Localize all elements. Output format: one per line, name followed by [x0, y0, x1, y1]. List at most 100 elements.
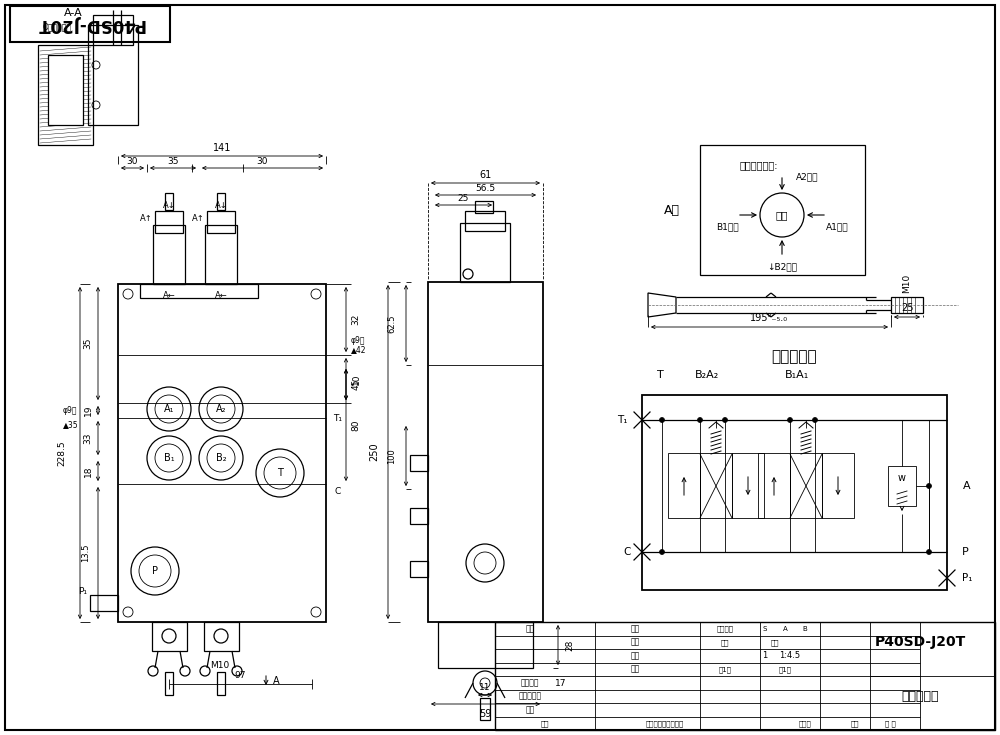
Bar — [217, 193, 225, 210]
Text: A←: A← — [163, 290, 175, 299]
Text: 年月: 年月 — [851, 720, 859, 727]
Bar — [888, 466, 916, 506]
Text: A: A — [273, 676, 279, 686]
Bar — [410, 455, 428, 471]
Text: 61: 61 — [479, 170, 492, 180]
Text: P: P — [152, 566, 158, 576]
Circle shape — [926, 484, 932, 489]
Text: B₁: B₁ — [164, 453, 174, 463]
Bar — [700, 453, 732, 518]
Bar — [410, 508, 428, 524]
Circle shape — [722, 417, 728, 423]
Text: 1:4.5: 1:4.5 — [779, 651, 801, 660]
Text: M10: M10 — [902, 273, 912, 293]
Text: 审图: 审图 — [630, 651, 640, 660]
Text: A↓: A↓ — [163, 201, 175, 209]
Bar — [732, 453, 764, 518]
Text: O形密封圈槽: O形密封圈槽 — [43, 23, 72, 32]
Text: P40SD-J20T: P40SD-J20T — [874, 635, 966, 649]
Text: S: S — [763, 625, 767, 632]
Circle shape — [788, 417, 792, 423]
Bar — [790, 453, 822, 518]
Text: 80: 80 — [352, 419, 360, 431]
Text: 25: 25 — [901, 303, 913, 313]
Text: 设计: 设计 — [630, 624, 640, 634]
Text: 制图: 制图 — [630, 638, 640, 647]
Text: A₂: A₂ — [216, 404, 226, 414]
Text: 195⁰₋₅.₀: 195⁰₋₅.₀ — [750, 313, 789, 323]
Text: T: T — [657, 370, 663, 380]
Bar — [410, 561, 428, 577]
Text: 手扳: 手扳 — [776, 210, 788, 220]
Text: 59: 59 — [479, 709, 492, 719]
Circle shape — [660, 417, 664, 423]
Text: B₂: B₂ — [216, 453, 226, 463]
Text: A2出油: A2出油 — [796, 173, 818, 182]
Text: w: w — [898, 473, 906, 483]
Text: 30: 30 — [127, 157, 138, 165]
Bar — [642, 395, 947, 590]
Text: 56.5: 56.5 — [475, 184, 496, 193]
Text: 35: 35 — [167, 157, 179, 165]
Text: T₁: T₁ — [617, 415, 627, 425]
Bar — [165, 193, 173, 210]
Text: P₁: P₁ — [78, 587, 88, 595]
Text: 141: 141 — [213, 143, 231, 153]
Text: 共1页: 共1页 — [718, 666, 732, 673]
Text: 32: 32 — [352, 314, 360, 325]
Text: 更改人: 更改人 — [799, 720, 811, 727]
Circle shape — [660, 550, 664, 554]
Text: A↓: A↓ — [215, 201, 227, 209]
Text: A: A — [783, 625, 787, 632]
Text: 按二挡制方式:: 按二挡制方式: — [740, 160, 778, 170]
Bar — [668, 453, 700, 518]
Text: 228.5: 228.5 — [58, 440, 66, 466]
Bar — [152, 622, 187, 651]
Text: φ9孔: φ9孔 — [351, 335, 366, 345]
Bar — [465, 211, 505, 231]
Text: T: T — [277, 468, 283, 478]
Text: 250: 250 — [369, 442, 379, 462]
Bar — [700, 145, 865, 275]
Text: 18: 18 — [84, 465, 92, 477]
Bar — [217, 672, 225, 695]
Text: 日 号: 日 号 — [885, 720, 895, 727]
Text: 液压原理图: 液压原理图 — [771, 350, 817, 365]
Text: 10: 10 — [352, 373, 360, 384]
Bar — [758, 453, 790, 518]
Text: 35: 35 — [84, 338, 92, 349]
Bar — [475, 201, 493, 213]
Text: 17: 17 — [555, 678, 567, 687]
Circle shape — [698, 417, 702, 423]
Bar — [140, 284, 258, 298]
Circle shape — [812, 417, 818, 423]
Text: 二联多路阀: 二联多路阀 — [901, 689, 939, 703]
Text: φ9孔: φ9孔 — [63, 406, 78, 415]
Text: 25: 25 — [458, 193, 469, 203]
Bar — [88, 25, 138, 125]
Bar — [495, 622, 995, 730]
Bar — [822, 453, 854, 518]
Bar — [428, 282, 543, 622]
Text: ↓B2出油: ↓B2出油 — [767, 262, 797, 271]
Text: 100: 100 — [388, 448, 396, 464]
Text: A←: A← — [215, 290, 227, 299]
Text: 标准化检查: 标准化检查 — [518, 692, 542, 700]
Bar — [38, 45, 93, 145]
Bar — [90, 595, 118, 611]
Text: 标记: 标记 — [541, 720, 549, 727]
Text: B: B — [803, 625, 807, 632]
Text: T₁: T₁ — [334, 414, 342, 423]
Text: 19: 19 — [84, 405, 92, 416]
Bar — [118, 284, 326, 622]
Bar — [153, 225, 185, 284]
Text: M10: M10 — [210, 662, 230, 670]
Text: A₁: A₁ — [164, 404, 174, 414]
Bar — [480, 698, 490, 720]
Text: P₁: P₁ — [962, 573, 972, 583]
Text: C: C — [623, 547, 631, 557]
Text: 28: 28 — [566, 639, 574, 650]
Text: A: A — [963, 481, 971, 491]
Text: 11: 11 — [479, 683, 491, 692]
Circle shape — [926, 550, 932, 554]
